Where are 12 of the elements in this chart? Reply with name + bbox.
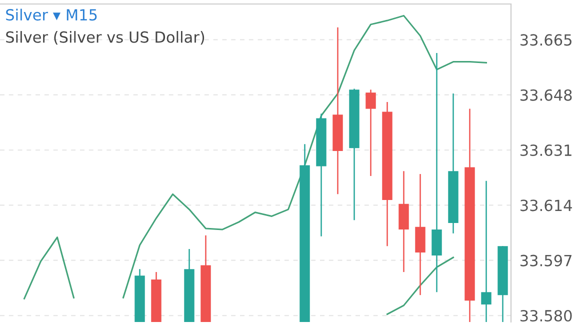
line-series <box>386 256 454 315</box>
y-tick-label: 33.665 <box>520 34 572 46</box>
y-tick-label: 33.597 <box>520 254 572 266</box>
y-tick-label: 33.614 <box>520 200 572 212</box>
y-tick-label: 33.631 <box>520 144 572 156</box>
chart-title: Silver ▾ M15 <box>6 8 97 21</box>
candlestick <box>432 52 442 293</box>
candlestick <box>366 89 376 177</box>
y-tick-label: 33.580 <box>520 310 572 322</box>
candlestick <box>481 180 492 322</box>
y-tick-label: 33.648 <box>520 89 572 101</box>
text: Silver (Silver vs US Dollar) <box>6 31 204 45</box>
